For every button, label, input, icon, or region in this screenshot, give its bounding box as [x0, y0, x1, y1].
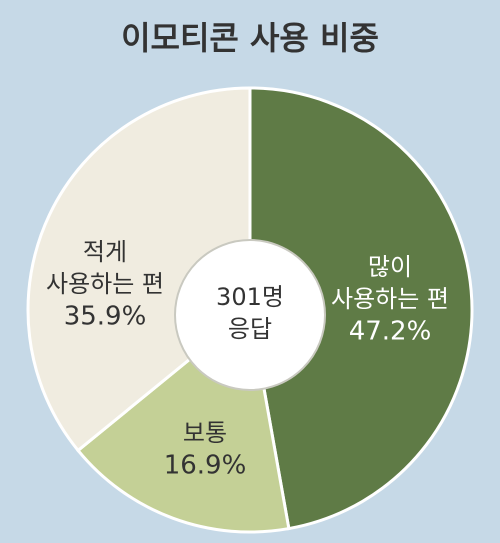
slice-label: 보통: [183, 419, 227, 447]
slice-label: 많이: [368, 253, 412, 281]
slice-label: 적게: [83, 238, 127, 266]
center-text: 301명: [216, 283, 284, 311]
slice-label: 사용하는 편: [46, 270, 164, 298]
value-label: 47.2%: [349, 317, 432, 347]
center-hole: [174, 239, 326, 391]
value-label: 35.9%: [64, 302, 147, 332]
donut-slice: [26, 86, 252, 453]
donut-slice: [248, 86, 474, 531]
value-label: 16.9%: [164, 451, 247, 481]
center-text: 응답: [228, 315, 272, 343]
slice-label: 사용하는 편: [331, 285, 449, 313]
chart-title: 이모티콘 사용 비중: [121, 19, 379, 57]
